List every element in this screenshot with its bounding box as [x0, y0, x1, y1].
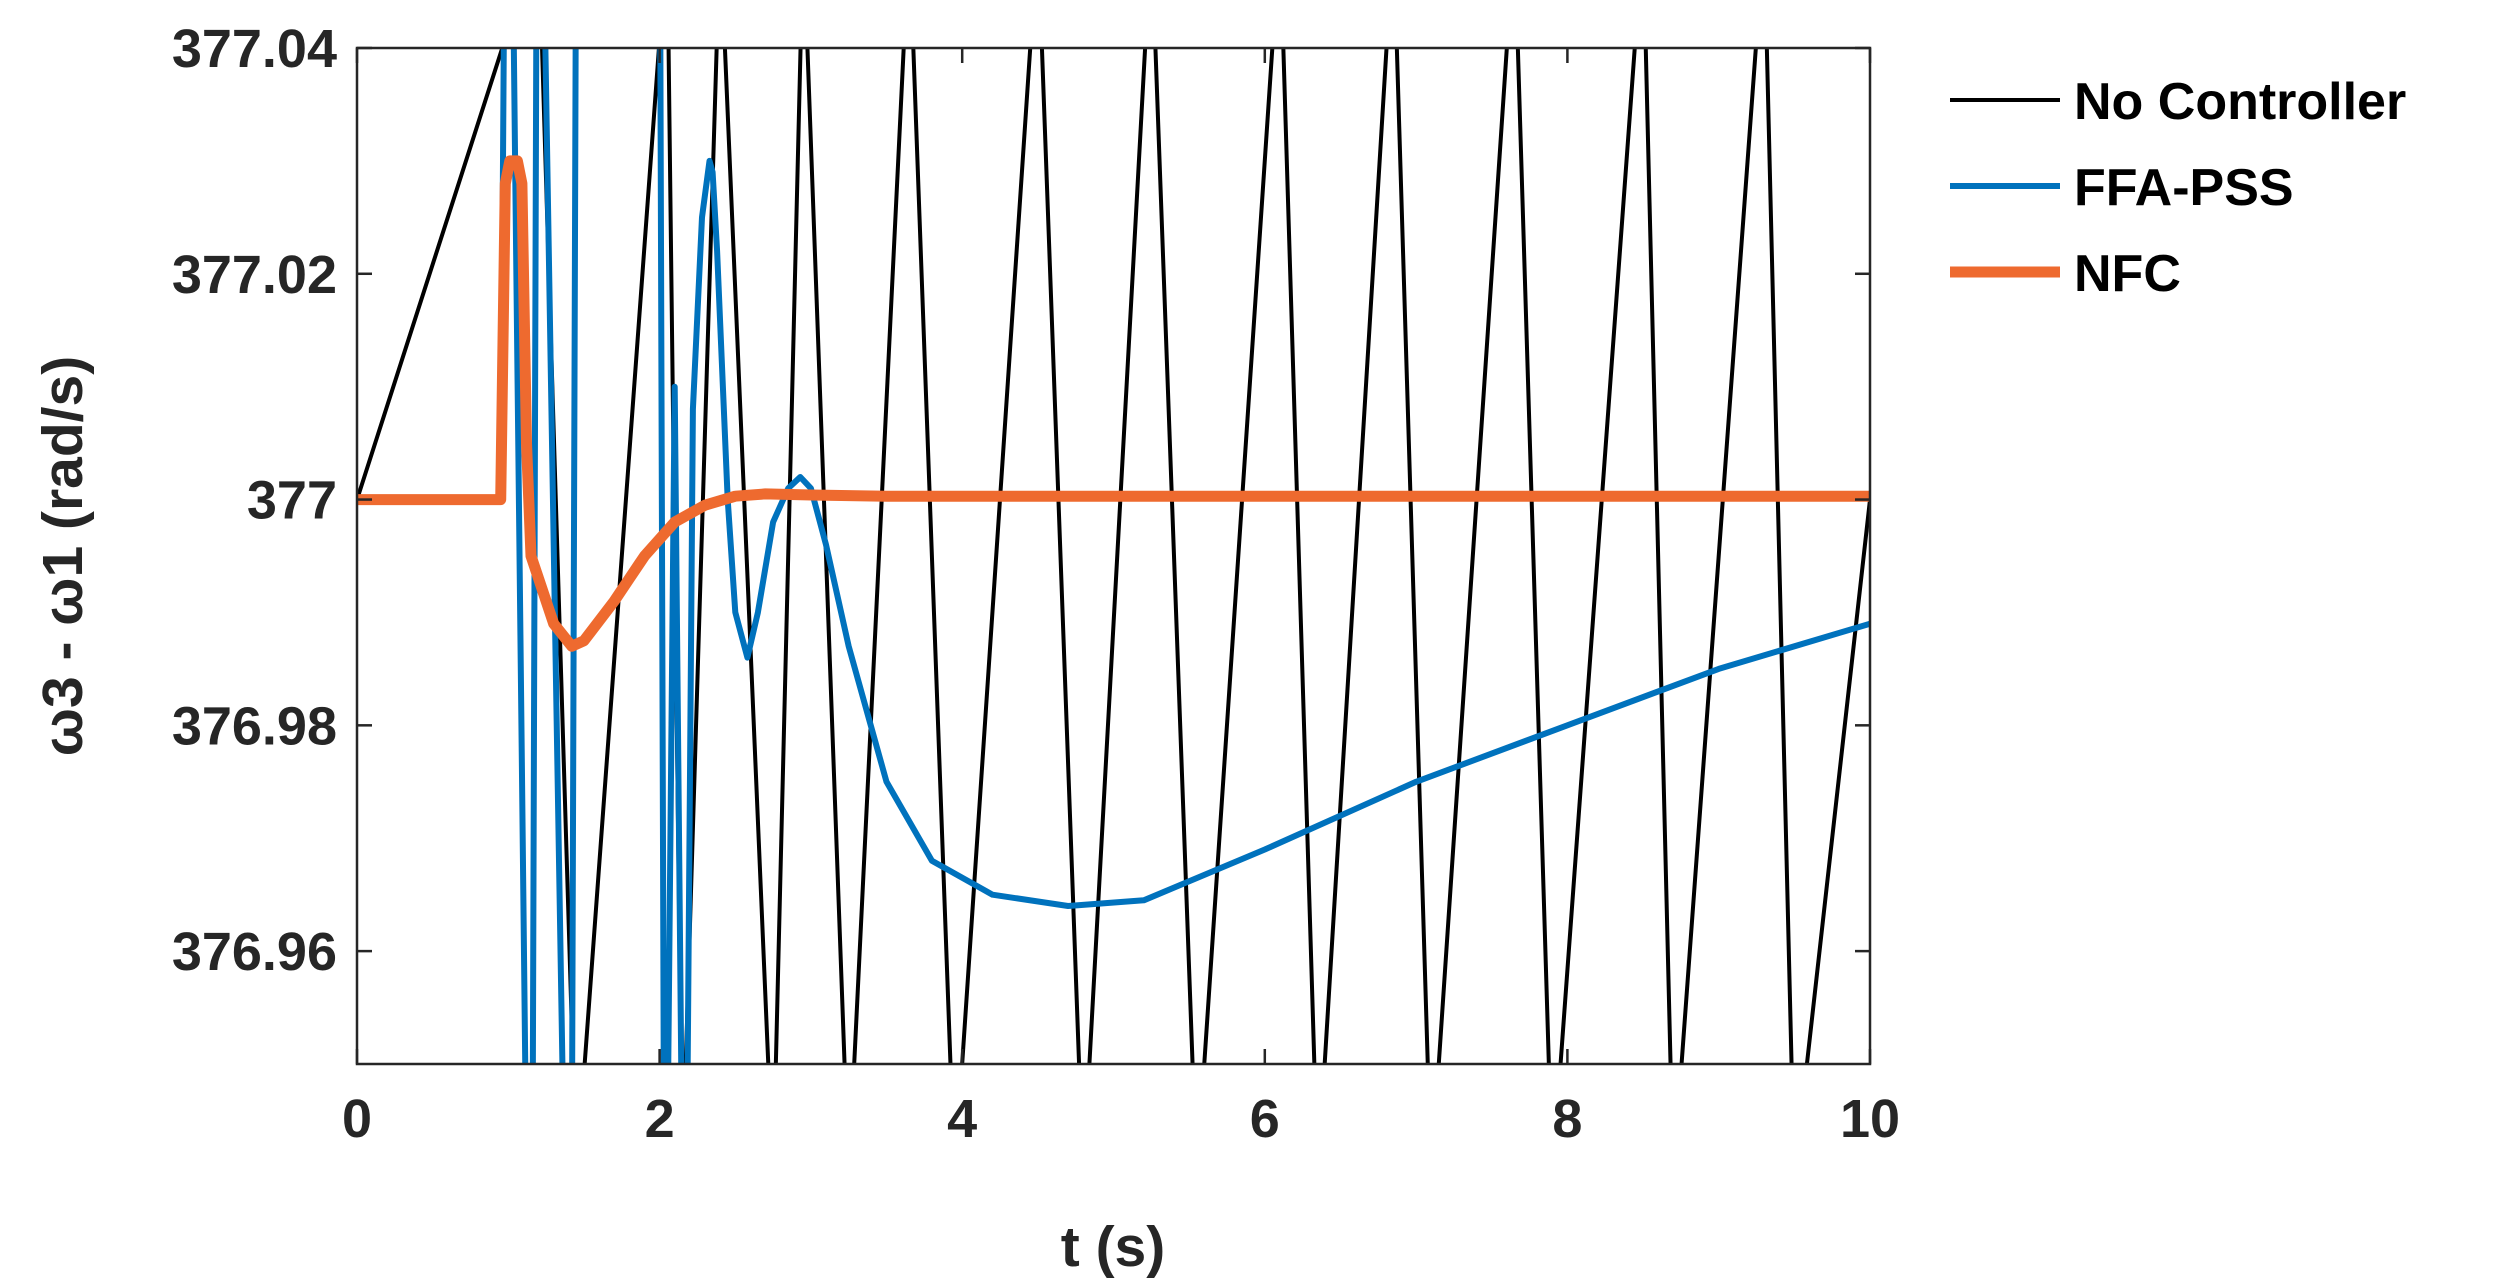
y-tick-label: 376.98	[172, 696, 337, 756]
series-line-ffa-pss	[357, 48, 1870, 1064]
x-tick-label: 2	[645, 1089, 675, 1149]
x-tick-label: 10	[1840, 1089, 1900, 1149]
x-tick-label: 4	[947, 1089, 977, 1149]
legend-label: No Controller	[2074, 73, 2406, 131]
legend: No Controller FFA-PSS NFC	[1950, 73, 2406, 303]
x-axis-label: t (s)	[1061, 1215, 1165, 1279]
y-tick-label: 377.04	[172, 19, 337, 79]
series-layer	[357, 48, 1870, 1064]
y-tick-label: 377	[247, 471, 337, 531]
y-tick-labels: 376.96 376.98 377 377.02 377.04	[172, 19, 337, 982]
legend-label: NFC	[2074, 245, 2181, 303]
y-tick-label: 377.02	[172, 245, 337, 305]
y-tick-label: 376.96	[172, 922, 337, 982]
x-tick-label: 8	[1552, 1089, 1582, 1149]
y-axis-label: ω3 - ω1 (rad/s)	[31, 356, 95, 756]
legend-label: FFA-PSS	[2074, 159, 2294, 217]
x-tick-label: 0	[342, 1089, 372, 1149]
x-tick-labels: 0 2 4 6 8 10	[342, 1089, 1900, 1149]
plot-area	[357, 48, 1870, 1064]
series-line-nfc	[357, 155, 1870, 652]
x-tick-label: 6	[1250, 1089, 1280, 1149]
plot-frame	[355, 46, 1872, 1066]
